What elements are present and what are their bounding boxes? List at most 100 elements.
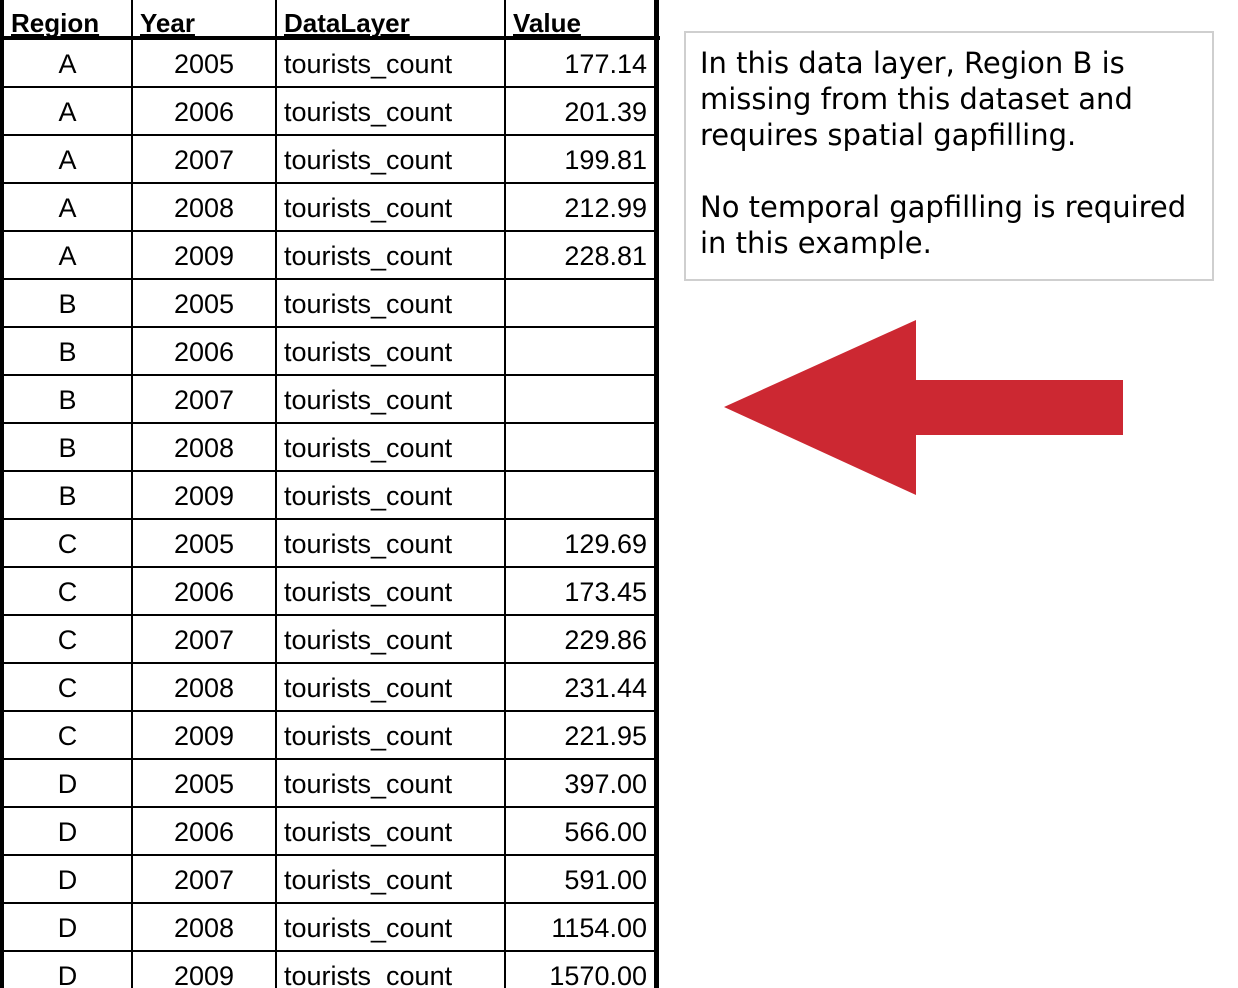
header-year[interactable]: Year [140, 8, 195, 38]
value-cell[interactable]: 228.81 [505, 232, 655, 280]
value-cell[interactable]: 199.81 [505, 136, 655, 184]
region-cell[interactable]: A [3, 184, 132, 232]
value-cell[interactable]: 173.45 [505, 568, 655, 616]
year-cell[interactable]: 2009 [132, 472, 276, 520]
region-cell[interactable]: C [3, 664, 132, 712]
datalayer-cell[interactable]: tourists_count [276, 232, 505, 280]
left-arrow-icon [720, 318, 1130, 503]
datalayer-cell[interactable]: tourists_count [276, 136, 505, 184]
table-row: A 2008 tourists_count 212.99 [0, 184, 660, 232]
year-cell[interactable]: 2006 [132, 328, 276, 376]
year-cell[interactable]: 2005 [132, 520, 276, 568]
year-cell[interactable]: 2005 [132, 40, 276, 88]
region-cell[interactable]: A [3, 88, 132, 136]
region-cell[interactable]: D [3, 904, 132, 952]
region-cell[interactable]: A [3, 136, 132, 184]
column-divider [131, 0, 133, 988]
region-cell[interactable]: A [3, 232, 132, 280]
year-cell[interactable]: 2006 [132, 88, 276, 136]
datalayer-cell[interactable]: tourists_count [276, 280, 505, 328]
year-cell[interactable]: 2007 [132, 136, 276, 184]
year-cell[interactable]: 2008 [132, 904, 276, 952]
year-cell[interactable]: 2008 [132, 664, 276, 712]
table-row: D 2008 tourists_count 1154.00 [0, 904, 660, 952]
table-row: A 2005 tourists_count 177.14 [0, 40, 660, 88]
datalayer-cell[interactable]: tourists_count [276, 472, 505, 520]
value-cell[interactable] [505, 424, 655, 472]
table-row: C 2009 tourists_count 221.95 [0, 712, 660, 760]
value-cell[interactable]: 221.95 [505, 712, 655, 760]
value-cell[interactable]: 201.39 [505, 88, 655, 136]
year-cell[interactable]: 2007 [132, 616, 276, 664]
table-row: A 2009 tourists_count 228.81 [0, 232, 660, 280]
datalayer-cell[interactable]: tourists_count [276, 520, 505, 568]
datalayer-cell[interactable]: tourists_count [276, 328, 505, 376]
datalayer-cell[interactable]: tourists_count [276, 808, 505, 856]
year-cell[interactable]: 2009 [132, 952, 276, 988]
region-cell[interactable]: C [3, 712, 132, 760]
year-cell[interactable]: 2005 [132, 760, 276, 808]
value-cell[interactable] [505, 280, 655, 328]
header-region[interactable]: Region [11, 8, 100, 38]
year-cell[interactable]: 2007 [132, 376, 276, 424]
note-paragraph: In this data layer, Region B is missing … [700, 46, 1133, 152]
value-cell[interactable]: 397.00 [505, 760, 655, 808]
region-cell[interactable]: D [3, 952, 132, 988]
table-row: A 2006 tourists_count 201.39 [0, 88, 660, 136]
year-cell[interactable]: 2006 [132, 568, 276, 616]
data-table: Region Year DataLayer Value A 2005 tourist… [0, 0, 660, 988]
datalayer-cell[interactable]: tourists_count [276, 952, 505, 988]
region-cell[interactable]: C [3, 616, 132, 664]
region-cell[interactable]: D [3, 760, 132, 808]
region-cell[interactable]: D [3, 856, 132, 904]
year-cell[interactable]: 2008 [132, 424, 276, 472]
year-cell[interactable]: 2008 [132, 184, 276, 232]
region-cell[interactable]: B [3, 328, 132, 376]
region-cell[interactable]: B [3, 424, 132, 472]
value-cell[interactable]: 566.00 [505, 808, 655, 856]
year-cell[interactable]: 2006 [132, 808, 276, 856]
region-cell[interactable]: B [3, 472, 132, 520]
datalayer-cell[interactable]: tourists_count [276, 184, 505, 232]
datalayer-cell[interactable]: tourists_count [276, 760, 505, 808]
value-cell[interactable]: 231.44 [505, 664, 655, 712]
datalayer-cell[interactable]: tourists_count [276, 664, 505, 712]
table-row: D 2007 tourists_count 591.00 [0, 856, 660, 904]
header-value[interactable]: Value [513, 8, 581, 38]
value-cell[interactable] [505, 472, 655, 520]
value-cell[interactable]: 1154.00 [505, 904, 655, 952]
left-arrow-icon [724, 320, 1123, 495]
value-cell[interactable]: 229.86 [505, 616, 655, 664]
year-cell[interactable]: 2005 [132, 280, 276, 328]
datalayer-cell[interactable]: tourists_count [276, 376, 505, 424]
datalayer-cell[interactable]: tourists_count [276, 40, 505, 88]
datalayer-cell[interactable]: tourists_count [276, 904, 505, 952]
region-cell[interactable]: A [3, 40, 132, 88]
table-header: Region Year DataLayer Value [0, 0, 660, 40]
table-row: B 2009 tourists_count [0, 472, 660, 520]
region-cell[interactable]: C [3, 520, 132, 568]
datalayer-cell[interactable]: tourists_count [276, 424, 505, 472]
value-cell[interactable] [505, 328, 655, 376]
region-cell[interactable]: D [3, 808, 132, 856]
value-cell[interactable]: 177.14 [505, 40, 655, 88]
datalayer-cell[interactable]: tourists_count [276, 856, 505, 904]
region-cell[interactable]: B [3, 376, 132, 424]
datalayer-cell[interactable]: tourists_count [276, 616, 505, 664]
datalayer-cell[interactable]: tourists_count [276, 88, 505, 136]
datalayer-cell[interactable]: tourists_count [276, 568, 505, 616]
region-cell[interactable]: B [3, 280, 132, 328]
value-cell[interactable]: 1570.00 [505, 952, 655, 988]
year-cell[interactable]: 2007 [132, 856, 276, 904]
table-row: D 2009 tourists_count 1570.00 [0, 952, 660, 988]
column-divider [275, 0, 277, 988]
region-cell[interactable]: C [3, 568, 132, 616]
value-cell[interactable]: 212.99 [505, 184, 655, 232]
value-cell[interactable] [505, 376, 655, 424]
year-cell[interactable]: 2009 [132, 232, 276, 280]
datalayer-cell[interactable]: tourists_count [276, 712, 505, 760]
header-datalayer[interactable]: DataLayer [284, 8, 410, 38]
year-cell[interactable]: 2009 [132, 712, 276, 760]
value-cell[interactable]: 129.69 [505, 520, 655, 568]
value-cell[interactable]: 591.00 [505, 856, 655, 904]
